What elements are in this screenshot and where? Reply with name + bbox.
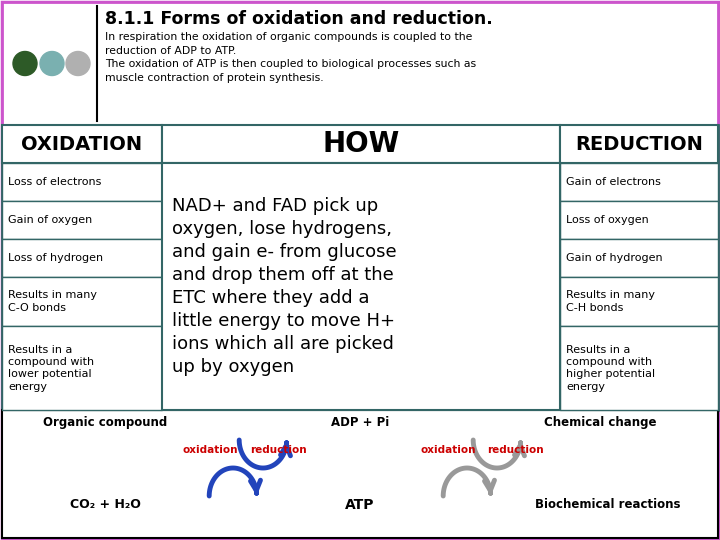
Bar bbox=[2, 125, 718, 410]
Text: Results in many
C-H bonds: Results in many C-H bonds bbox=[566, 291, 655, 313]
Bar bbox=[162, 125, 560, 163]
Text: 8.1.1 Forms of oxidation and reduction.: 8.1.1 Forms of oxidation and reduction. bbox=[105, 10, 492, 28]
Bar bbox=[2, 410, 718, 538]
Text: NAD+ and FAD pick up
oxygen, lose hydrogens,
and gain e- from glucose
and drop t: NAD+ and FAD pick up oxygen, lose hydrog… bbox=[172, 197, 397, 376]
Text: OXIDATION: OXIDATION bbox=[22, 134, 143, 153]
Text: HOW: HOW bbox=[323, 130, 400, 158]
Text: REDUCTION: REDUCTION bbox=[575, 134, 703, 153]
Bar bbox=[2, 2, 718, 125]
Bar bbox=[2, 125, 162, 163]
Bar bbox=[560, 125, 718, 163]
Bar bbox=[2, 201, 162, 239]
Circle shape bbox=[66, 51, 90, 76]
Text: Biochemical reactions: Biochemical reactions bbox=[535, 498, 680, 511]
Bar bbox=[2, 163, 162, 201]
Circle shape bbox=[13, 51, 37, 76]
Text: Results in a
compound with
lower potential
energy: Results in a compound with lower potenti… bbox=[8, 345, 94, 392]
Bar bbox=[560, 277, 718, 326]
Bar bbox=[2, 277, 162, 326]
Bar bbox=[162, 163, 560, 410]
Bar bbox=[560, 201, 718, 239]
Bar bbox=[560, 326, 718, 410]
Bar bbox=[2, 239, 162, 277]
Text: reduction: reduction bbox=[487, 445, 544, 455]
Circle shape bbox=[40, 51, 64, 76]
Text: Results in many
C-O bonds: Results in many C-O bonds bbox=[8, 291, 97, 313]
Text: reduction: reduction bbox=[250, 445, 306, 455]
Text: Gain of electrons: Gain of electrons bbox=[566, 177, 661, 187]
Text: ATP: ATP bbox=[346, 498, 374, 512]
Text: Results in a
compound with
higher potential
energy: Results in a compound with higher potent… bbox=[566, 345, 655, 392]
Bar bbox=[2, 326, 162, 410]
Text: Loss of electrons: Loss of electrons bbox=[8, 177, 102, 187]
Bar bbox=[560, 163, 718, 201]
Bar bbox=[560, 239, 718, 277]
Text: ADP + Pi: ADP + Pi bbox=[331, 416, 389, 429]
Text: oxidation: oxidation bbox=[182, 445, 238, 455]
Text: In respiration the oxidation of organic compounds is coupled to the
reduction of: In respiration the oxidation of organic … bbox=[105, 32, 476, 83]
Text: Loss of oxygen: Loss of oxygen bbox=[566, 215, 649, 225]
Text: Chemical change: Chemical change bbox=[544, 416, 656, 429]
Text: Gain of hydrogen: Gain of hydrogen bbox=[566, 253, 662, 263]
Text: Loss of hydrogen: Loss of hydrogen bbox=[8, 253, 103, 263]
Text: Gain of oxygen: Gain of oxygen bbox=[8, 215, 92, 225]
Text: Organic compound: Organic compound bbox=[43, 416, 167, 429]
Text: CO₂ + H₂O: CO₂ + H₂O bbox=[70, 498, 140, 511]
Text: oxidation: oxidation bbox=[420, 445, 476, 455]
